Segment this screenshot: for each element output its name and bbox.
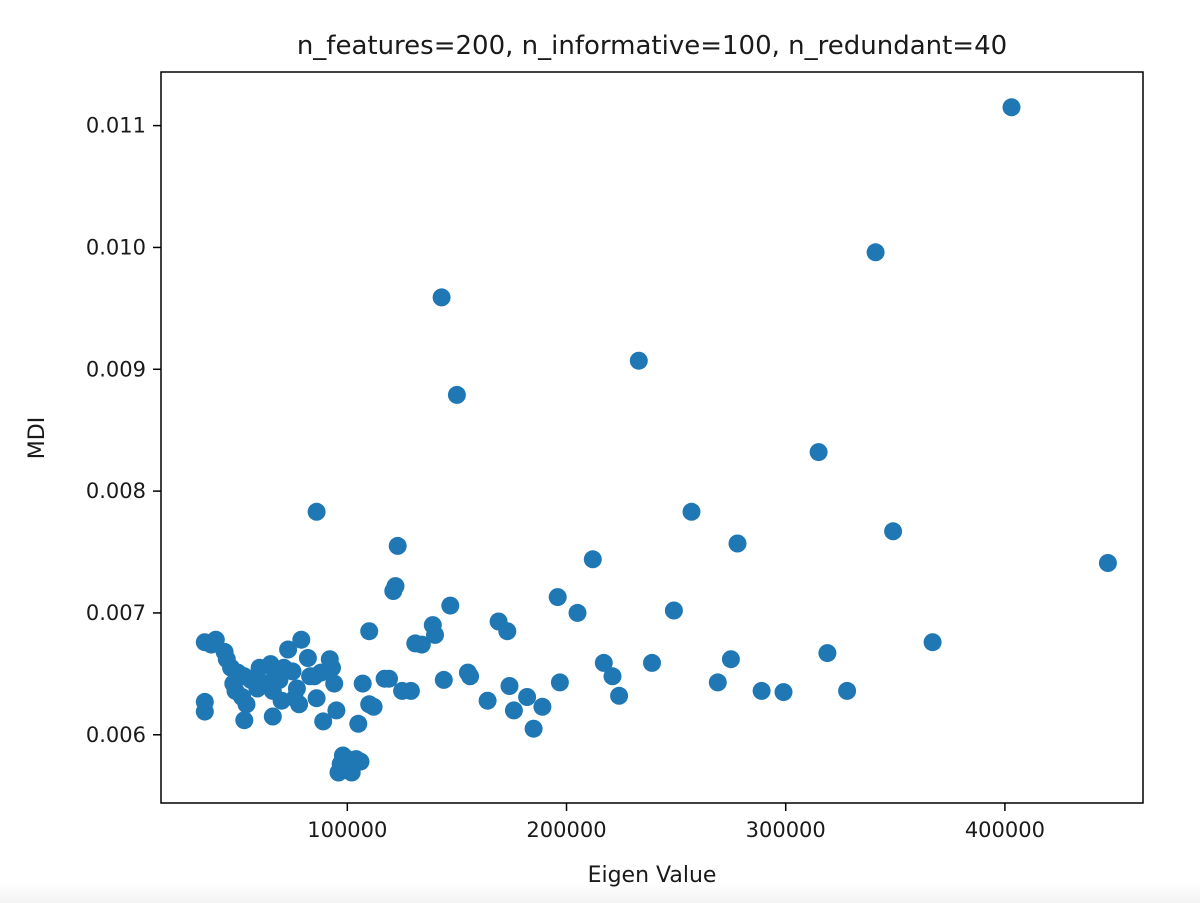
data-point (643, 653, 661, 672)
x-axis: 100000 200000 300000 400000 (307, 803, 1045, 842)
data-point (388, 536, 407, 555)
data-point (498, 622, 517, 641)
data-point (504, 701, 523, 720)
y-axis: 0.006 0.007 0.008 0.009 0.010 0.011 (86, 114, 161, 747)
data-point (610, 686, 629, 705)
data-point (263, 707, 282, 726)
data-point (441, 596, 460, 615)
data-point (664, 601, 683, 620)
data-point (202, 635, 221, 654)
data-point (548, 588, 567, 607)
data-point (518, 688, 537, 706)
data-point (307, 502, 326, 521)
data-point (708, 673, 727, 692)
data-point (233, 688, 252, 706)
data-point (432, 288, 451, 307)
x-tick-label: 400000 (965, 818, 1045, 842)
data-point (629, 351, 648, 370)
data-point (292, 630, 311, 649)
data-point (349, 714, 368, 733)
y-tick-label: 0.006 (86, 723, 146, 747)
data-point (1002, 98, 1021, 117)
chart-title: n_features=200, n_informative=100, n_red… (297, 31, 1007, 61)
y-tick-label: 0.009 (86, 357, 146, 381)
data-point (305, 667, 324, 686)
data-point (728, 534, 747, 553)
data-point (500, 677, 519, 695)
data-point (325, 674, 344, 693)
data-point (224, 674, 243, 693)
data-point (298, 649, 317, 667)
data-point (263, 681, 282, 700)
data-point (550, 673, 569, 692)
data-point (283, 662, 302, 681)
data-point (353, 674, 372, 693)
data-point (217, 650, 236, 669)
data-point (447, 385, 466, 404)
data-point (314, 712, 333, 731)
y-tick-label: 0.007 (86, 601, 146, 625)
data-point (195, 702, 214, 721)
x-tick-label: 300000 (746, 818, 826, 842)
x-axis-label: Eigen Value (588, 863, 717, 888)
data-point (412, 635, 431, 654)
data-point (434, 670, 453, 689)
data-point (884, 522, 903, 541)
data-point (721, 650, 740, 669)
y-tick-label: 0.008 (86, 479, 146, 503)
data-point (524, 719, 543, 738)
data-point (235, 711, 254, 730)
data-point (375, 669, 394, 688)
data-point (401, 681, 420, 700)
data-point (838, 681, 857, 700)
y-tick-label: 0.010 (86, 235, 146, 259)
data-point (327, 701, 346, 720)
plot-frame (160, 71, 1144, 804)
plot-points (195, 98, 1117, 782)
data-point (568, 603, 587, 622)
data-point (364, 697, 383, 716)
y-axis-label: MDI (25, 417, 50, 459)
data-point (461, 667, 480, 686)
x-tick-label: 100000 (307, 818, 387, 842)
data-point (426, 625, 444, 644)
x-tick-label: 200000 (526, 818, 606, 842)
data-point (533, 697, 552, 716)
data-point (603, 667, 622, 686)
data-point (818, 644, 837, 663)
data-point (682, 502, 701, 521)
data-point (478, 691, 497, 710)
data-point (923, 633, 942, 652)
data-point (809, 443, 828, 462)
window-bottom-band (0, 883, 1200, 903)
data-point (774, 683, 793, 702)
data-point (1098, 554, 1117, 572)
data-point (583, 550, 602, 569)
data-point (342, 763, 361, 782)
data-point (307, 689, 326, 708)
data-point (866, 243, 885, 262)
data-point (360, 622, 379, 641)
data-point (384, 582, 403, 600)
y-tick-label: 0.011 (86, 114, 146, 138)
data-point (248, 679, 267, 698)
data-point (752, 681, 771, 700)
data-point (594, 653, 613, 672)
data-point (279, 640, 298, 659)
